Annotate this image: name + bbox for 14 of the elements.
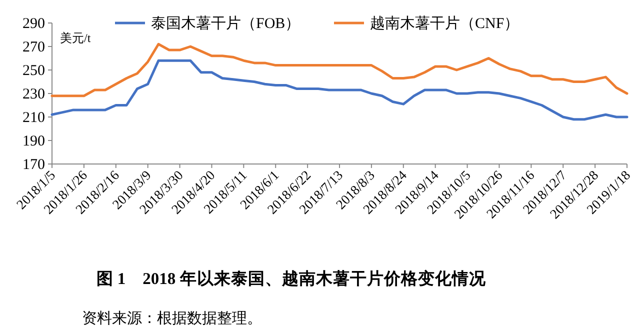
y-tick-label: 210 xyxy=(22,110,45,126)
text: 图 1 2018 年以来泰国、越南木薯干片价格变化情况 xyxy=(96,269,487,288)
y-tick-label: 170 xyxy=(22,157,45,173)
legend-label: 越南木薯干片（CNF） xyxy=(370,15,520,32)
y-tick-label: 270 xyxy=(22,40,45,56)
y-tick-label: 250 xyxy=(22,63,45,79)
y-tick-label: 230 xyxy=(22,86,45,102)
line-series xyxy=(50,59,628,121)
line-series xyxy=(50,42,628,98)
text: 资料来源：根据数据整理。 xyxy=(82,310,262,327)
y-axis-title: 美元/t xyxy=(60,31,92,45)
y-tick-label: 190 xyxy=(22,134,45,150)
legend-label: 泰国木薯干片（FOB） xyxy=(151,15,300,32)
y-tick-label: 290 xyxy=(22,16,45,32)
